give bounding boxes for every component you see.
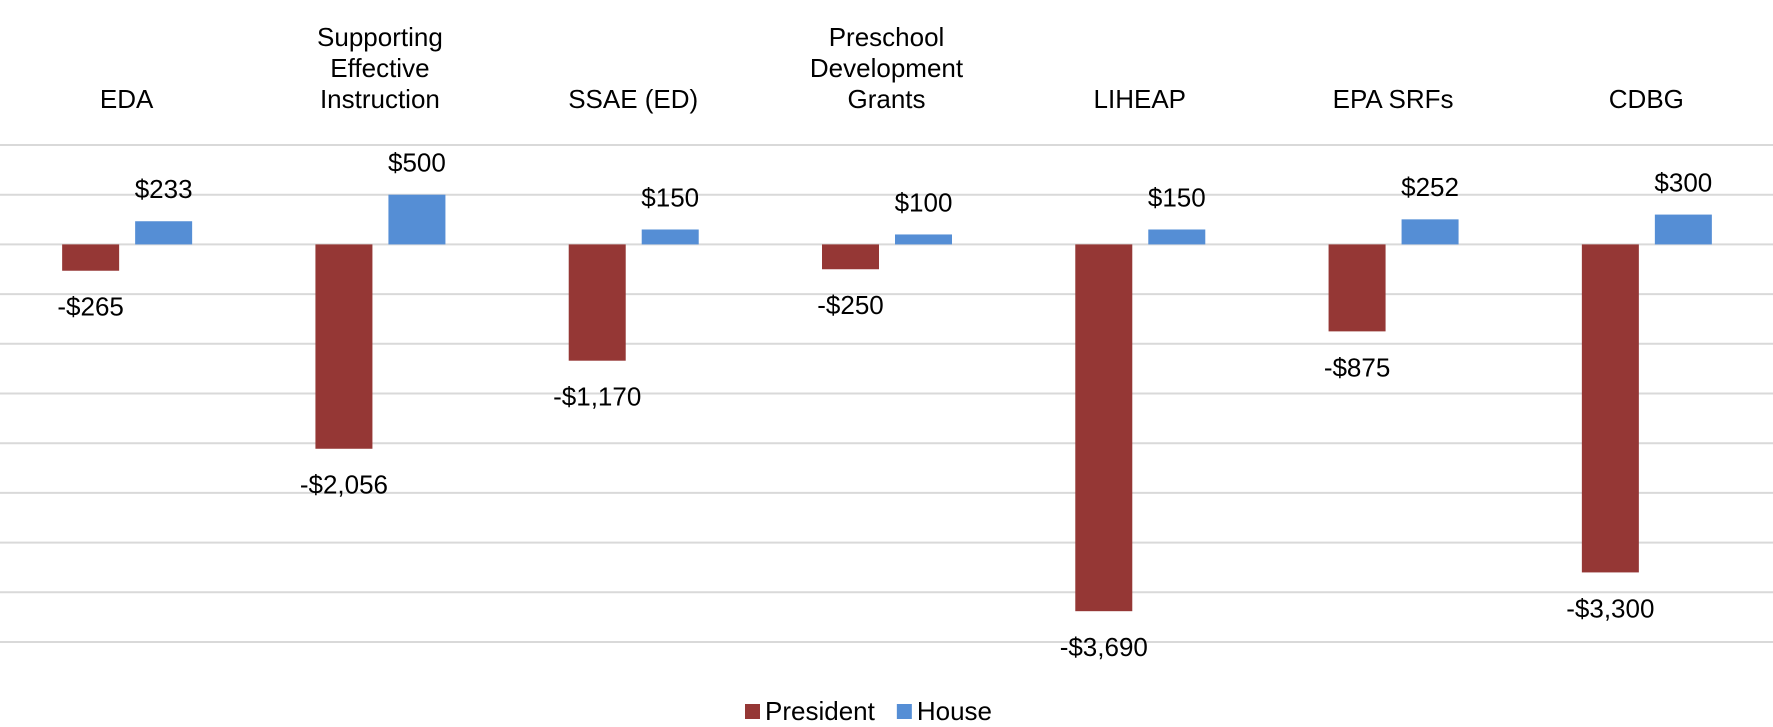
data-label: -$2,056 (300, 470, 388, 500)
bar (1328, 244, 1386, 332)
bar (1148, 229, 1206, 245)
bar (1075, 244, 1133, 612)
category-label: Preschool Development Grants (809, 22, 964, 114)
bar (1401, 219, 1459, 245)
data-label: $100 (895, 187, 953, 217)
data-label: $500 (388, 148, 446, 178)
category-label: LIHEAP (1093, 84, 1187, 114)
data-label: $252 (1401, 172, 1459, 202)
category-label: CDBG (1608, 84, 1684, 114)
legend-label: House (917, 696, 992, 726)
legend-swatch (745, 704, 760, 719)
bar (135, 221, 193, 245)
data-label: -$265 (57, 292, 124, 322)
category-label: EPA SRFs (1332, 84, 1454, 114)
bar (822, 244, 879, 270)
category-label: EDA (99, 84, 154, 114)
data-label: $233 (135, 174, 193, 204)
bar (1581, 244, 1639, 573)
bar (388, 194, 446, 245)
bar (62, 244, 120, 271)
legend-label: President (765, 696, 876, 726)
data-label: -$1,170 (553, 382, 641, 412)
bar (641, 229, 699, 245)
bar (1654, 214, 1712, 245)
data-label: $300 (1654, 167, 1712, 197)
category-label: SSAE (ED) (568, 84, 699, 114)
data-label: -$875 (1324, 352, 1391, 382)
data-label: $150 (1148, 182, 1206, 212)
category-label: Supporting Effective Instruction (317, 22, 443, 114)
legend-swatch (896, 704, 912, 719)
bar (895, 234, 952, 245)
data-label: $150 (641, 182, 699, 212)
bar (568, 244, 626, 361)
data-label: -$3,300 (1566, 593, 1654, 623)
data-label: -$3,690 (1060, 632, 1148, 662)
data-label: -$250 (817, 290, 884, 320)
bar (315, 244, 373, 449)
